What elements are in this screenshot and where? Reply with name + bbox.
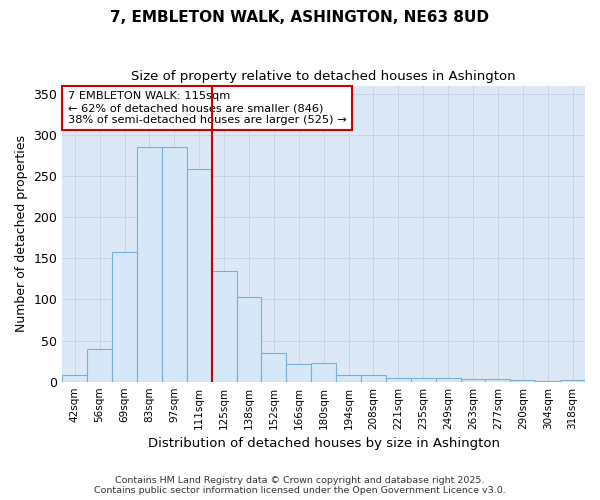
Bar <box>411 378 436 382</box>
Bar <box>262 353 286 382</box>
Bar <box>560 380 585 382</box>
X-axis label: Distribution of detached houses by size in Ashington: Distribution of detached houses by size … <box>148 437 500 450</box>
Bar <box>361 375 386 382</box>
Text: 7, EMBLETON WALK, ASHINGTON, NE63 8UD: 7, EMBLETON WALK, ASHINGTON, NE63 8UD <box>110 10 490 25</box>
Bar <box>286 364 311 382</box>
Bar <box>461 379 485 382</box>
Bar <box>162 147 187 382</box>
Bar <box>236 297 262 382</box>
Bar <box>311 363 336 382</box>
Bar <box>62 375 87 382</box>
Bar <box>436 378 461 382</box>
Bar <box>187 170 212 382</box>
Bar <box>87 349 112 382</box>
Bar <box>511 380 535 382</box>
Bar <box>112 252 137 382</box>
Bar <box>386 378 411 382</box>
Bar <box>336 375 361 382</box>
Text: Contains HM Land Registry data © Crown copyright and database right 2025.
Contai: Contains HM Land Registry data © Crown c… <box>94 476 506 495</box>
Bar <box>485 379 511 382</box>
Title: Size of property relative to detached houses in Ashington: Size of property relative to detached ho… <box>131 70 516 83</box>
Bar <box>212 272 236 382</box>
Bar <box>137 147 162 382</box>
Bar <box>535 381 560 382</box>
Y-axis label: Number of detached properties: Number of detached properties <box>15 135 28 332</box>
Text: 7 EMBLETON WALK: 115sqm
← 62% of detached houses are smaller (846)
38% of semi-d: 7 EMBLETON WALK: 115sqm ← 62% of detache… <box>68 92 346 124</box>
